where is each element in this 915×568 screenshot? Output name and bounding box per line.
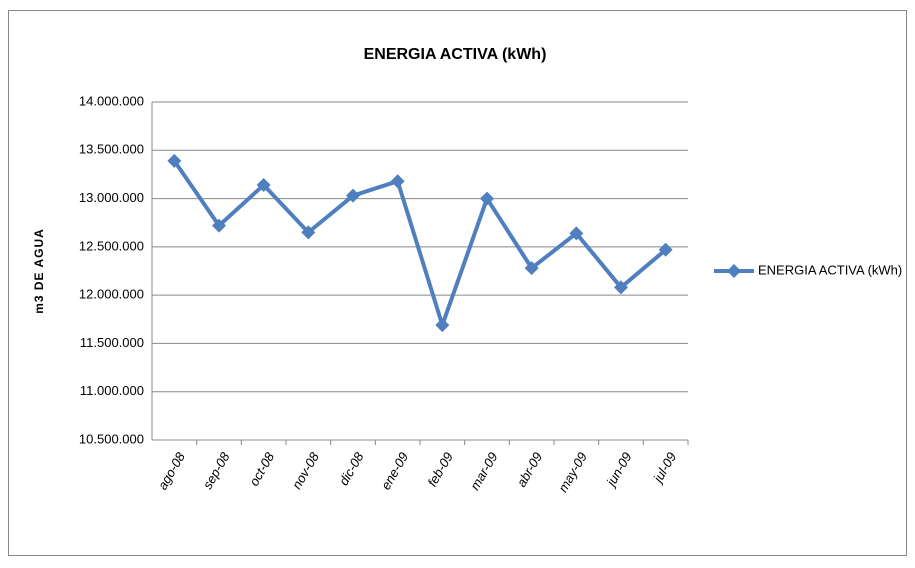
y-tick-label: 11.500.000 xyxy=(80,335,144,350)
data-point xyxy=(569,226,584,241)
y-tick-label: 12.500.000 xyxy=(79,238,144,253)
y-tick-label: 13.500.000 xyxy=(79,142,144,157)
legend-label: ENERGIA ACTIVA (kWh) xyxy=(758,262,902,277)
data-point xyxy=(390,174,405,189)
y-tick-label: 12.000.000 xyxy=(79,287,144,302)
y-tick-label: 13.000.000 xyxy=(79,190,144,205)
y-tick-label: 11.000.000 xyxy=(80,383,144,398)
data-point xyxy=(658,242,673,257)
series-line xyxy=(172,159,667,328)
data-point xyxy=(167,153,182,168)
data-point xyxy=(301,225,316,240)
data-point xyxy=(256,178,271,193)
y-tick-label: 10.500.000 xyxy=(79,431,144,446)
data-point xyxy=(480,191,494,206)
legend-marker xyxy=(727,264,741,278)
data-point xyxy=(212,218,226,233)
y-axis-label: m3 DE AGUA xyxy=(32,228,46,314)
y-tick-label: 14.000.000 xyxy=(79,93,144,108)
data-point xyxy=(524,261,539,276)
chart-title: ENERGIA ACTIVA (kWh) xyxy=(364,46,547,63)
data-point xyxy=(435,318,450,333)
data-point xyxy=(346,188,360,203)
data-point xyxy=(614,280,628,295)
